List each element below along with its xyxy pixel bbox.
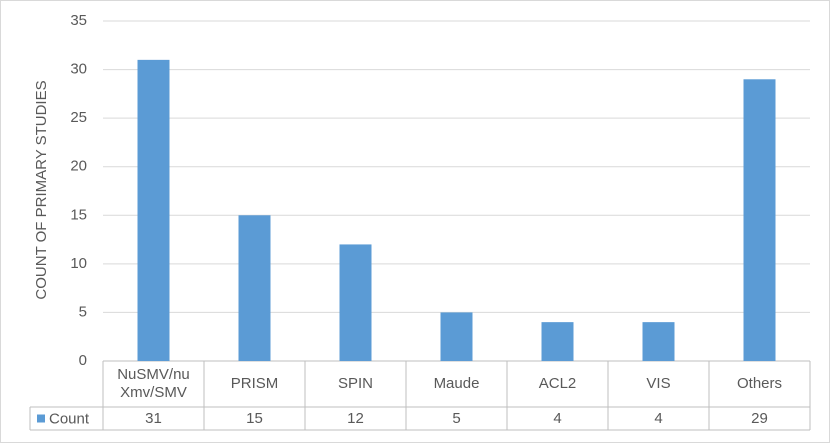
x-tick-label: PRISM (230, 375, 279, 392)
bar (541, 322, 574, 361)
table-value: 29 (751, 409, 768, 427)
y-tick-label: 5 (79, 303, 87, 320)
x-tick-label: Others (736, 375, 782, 392)
x-tick-label: SPIN (337, 375, 373, 392)
x-tick-label: ACL2 (538, 375, 577, 392)
table-value: 31 (145, 409, 162, 427)
bar (339, 244, 372, 361)
x-tick-label: NuSMV/nuXmv/SMV (117, 366, 190, 401)
y-tick-label: 0 (79, 352, 87, 369)
bar (642, 322, 675, 361)
bar (743, 79, 776, 362)
y-tick-label: 35 (70, 12, 87, 29)
table-value: 15 (246, 409, 263, 427)
y-tick-label: 25 (70, 109, 87, 126)
bar (137, 59, 170, 361)
y-tick-label: 10 (70, 255, 87, 272)
table-value: 4 (553, 409, 562, 427)
x-tick-label: VIS (646, 375, 671, 392)
bar (238, 215, 271, 361)
table-value: 12 (347, 409, 364, 427)
y-axis-label: COUNT OF PRIMARY STUDIES (33, 80, 50, 299)
y-tick-label: 30 (70, 61, 87, 78)
y-tick-label: 15 (70, 206, 87, 223)
table-value: 5 (452, 409, 461, 427)
bar (440, 312, 473, 361)
legend-label: Count (49, 410, 90, 427)
table-value: 4 (654, 409, 663, 427)
legend-swatch (37, 414, 45, 423)
y-tick-label: 20 (70, 158, 87, 175)
x-tick-label: Maude (433, 375, 480, 392)
